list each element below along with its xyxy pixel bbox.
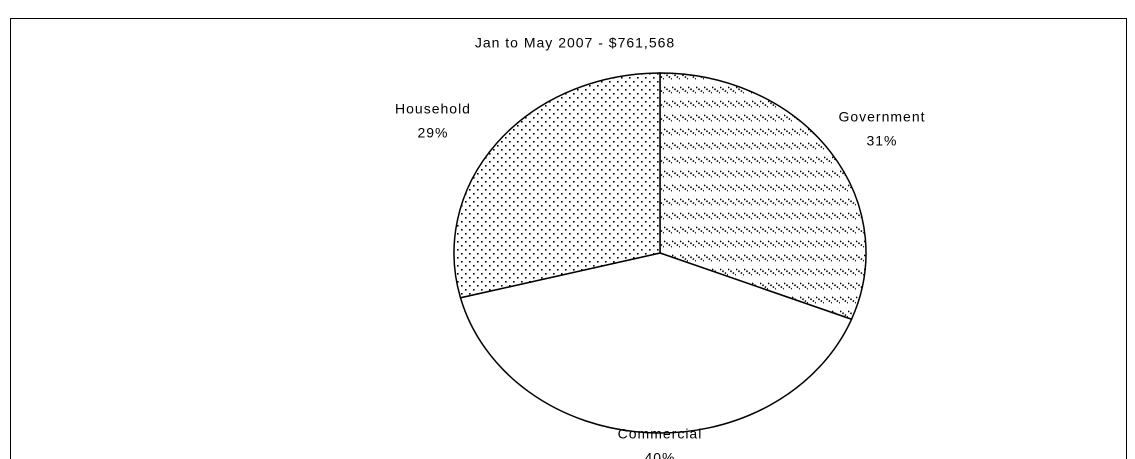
- pie-slice: [659, 72, 867, 321]
- chart-title: Jan to May 2007 - $761,568: [475, 35, 675, 51]
- slice-value-label: 31%: [866, 133, 897, 149]
- pie-slice: [459, 252, 853, 434]
- pie-slice: [453, 72, 661, 299]
- slice-label: Government: [838, 109, 925, 125]
- slice-label: Household: [395, 101, 471, 117]
- slice-value-label: 40%: [644, 450, 675, 459]
- slice-label: Commercial: [618, 426, 703, 442]
- slice-value-label: 29%: [417, 125, 448, 141]
